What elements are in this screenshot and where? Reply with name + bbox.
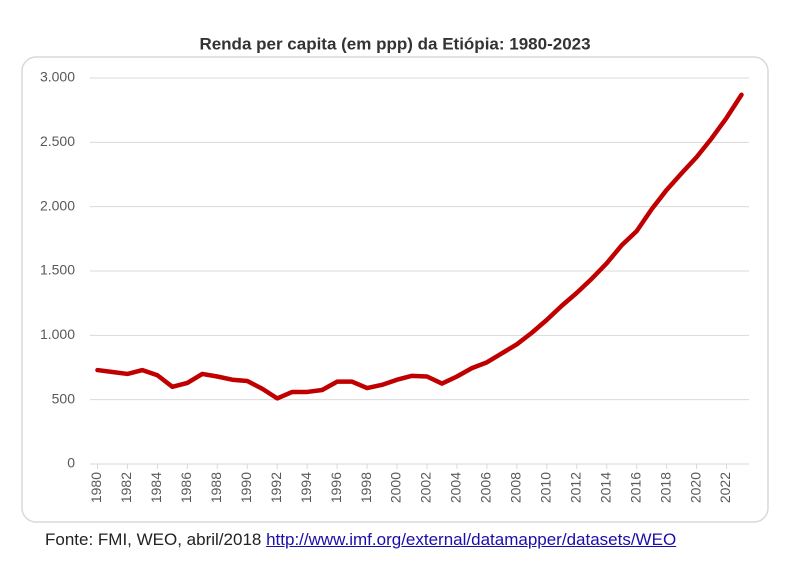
x-tick-label: 2018 <box>657 472 673 503</box>
x-tick-label: 1980 <box>88 472 104 503</box>
x-tick-label: 1998 <box>358 472 374 503</box>
x-tick-label: 2022 <box>717 472 733 503</box>
x-tick-label: 2004 <box>448 472 464 503</box>
y-tick-label: 1.500 <box>40 262 75 278</box>
x-tick-label: 1984 <box>148 472 164 503</box>
x-tick-label: 2020 <box>687 472 703 503</box>
x-tick-label: 2016 <box>627 472 643 503</box>
source-link[interactable]: http://www.imf.org/external/datamapper/d… <box>266 530 677 549</box>
x-tick-label: 1994 <box>298 472 314 503</box>
x-tick-label: 2010 <box>538 472 554 503</box>
x-tick-label: 1996 <box>328 472 344 503</box>
x-tick-label: 2006 <box>478 472 494 503</box>
x-tick-label: 2014 <box>597 472 613 503</box>
x-tick-label: 2000 <box>388 472 404 503</box>
chart-frame <box>21 56 769 523</box>
x-tick-label: 1986 <box>178 472 194 503</box>
chart: Renda per capita (em ppp) da Etiópia: 19… <box>21 34 769 523</box>
x-tick-label: 1990 <box>238 472 254 503</box>
x-tick-label: 1982 <box>118 472 134 503</box>
y-tick-label: 0 <box>67 455 75 471</box>
y-tick-label: 500 <box>52 390 76 406</box>
x-tick-label: 1992 <box>268 472 284 503</box>
chart-title: Renda per capita (em ppp) da Etiópia: 19… <box>199 34 590 53</box>
y-tick-label: 3.000 <box>40 69 75 85</box>
y-tick-label: 1.000 <box>40 326 75 342</box>
y-tick-label: 2.500 <box>40 133 75 149</box>
x-tick-label: 2002 <box>418 472 434 503</box>
source-text: Fonte: FMI, WEO, abril/2018 <box>45 530 262 549</box>
y-tick-label: 2.000 <box>40 197 75 213</box>
x-tick-label: 2012 <box>567 472 583 503</box>
source-note: Fonte: FMI, WEO, abril/2018 http://www.i… <box>45 530 676 550</box>
x-tick-label: 1988 <box>208 472 224 503</box>
x-tick-label: 2008 <box>508 472 524 503</box>
data-line <box>95 92 744 401</box>
